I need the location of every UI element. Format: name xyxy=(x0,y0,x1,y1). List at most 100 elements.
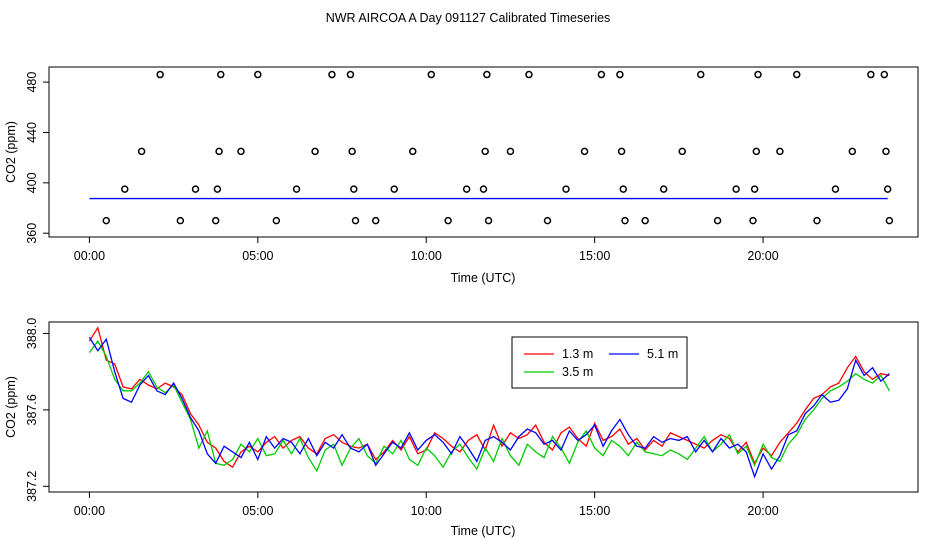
calibration-point xyxy=(619,185,628,193)
calibration-point xyxy=(678,147,686,156)
calibration-point xyxy=(137,147,146,156)
calibration-point xyxy=(885,216,894,225)
calibration-point xyxy=(732,185,740,193)
calibration-point xyxy=(882,147,890,156)
x-tick-label: 20:00 xyxy=(747,249,778,263)
y-tick-label: 387.6 xyxy=(25,394,39,425)
calibration-point xyxy=(444,216,452,225)
y-tick-label: 400 xyxy=(25,172,39,193)
timeseries-chart: 00:00 05:00 10:00 15:00 20:00 387.2 387.6 388.… xyxy=(4,318,919,538)
calibration-point xyxy=(292,185,301,193)
y-tick-label: 387.2 xyxy=(25,471,39,502)
legend-box xyxy=(511,336,688,389)
calibration-point xyxy=(121,185,129,193)
calibration-point xyxy=(750,185,759,193)
x-tick-label: 15:00 xyxy=(579,504,610,518)
y-tick-label: 480 xyxy=(25,72,39,93)
plot-frame xyxy=(48,66,919,238)
calibration-point xyxy=(462,185,471,193)
calibration-point xyxy=(616,70,624,79)
series-line xyxy=(88,339,890,473)
calibration-point xyxy=(867,70,875,79)
series-line xyxy=(88,326,890,469)
calibration-point xyxy=(311,147,319,156)
calibration-point xyxy=(409,147,417,156)
calibration-point xyxy=(597,70,606,79)
calibration-point xyxy=(580,147,589,156)
calibration-point xyxy=(211,216,220,225)
page-title: NWR AIRCOA A Day 091127 Calibrated Times… xyxy=(326,11,611,25)
calibration-point xyxy=(792,70,801,79)
calibration-point xyxy=(749,216,757,225)
calibration-point xyxy=(776,147,784,156)
y-axis: 360 400 440 480 xyxy=(25,72,50,244)
calibration-point xyxy=(102,216,111,225)
legend-label: 3.5 m xyxy=(562,365,593,379)
calibration-point xyxy=(484,216,493,225)
x-tick-label: 15:00 xyxy=(579,249,610,263)
calibration-point xyxy=(328,70,336,79)
data-marks xyxy=(89,70,894,225)
data-marks xyxy=(88,326,890,479)
x-axis: 00:00 05:00 10:00 15:00 20:00 xyxy=(74,236,779,263)
x-tick-label: 00:00 xyxy=(74,504,105,518)
x-axis-label: Time (UTC) xyxy=(451,271,516,285)
calibration-point xyxy=(272,216,281,225)
calibration-point xyxy=(351,216,360,225)
calibration-point xyxy=(213,185,222,193)
calibration-point xyxy=(483,70,491,79)
calibration-point xyxy=(390,185,398,193)
x-tick-label: 00:00 xyxy=(74,249,105,263)
y-tick-label: 440 xyxy=(25,122,39,143)
calibration-point xyxy=(217,70,225,79)
calibration-point xyxy=(697,70,705,79)
legend-label: 1.3 m xyxy=(562,347,593,361)
calibration-point xyxy=(156,70,164,79)
calibration-point xyxy=(350,185,358,193)
legend: 1.3 m 3.5 m 5.1 m xyxy=(511,336,688,389)
x-tick-label: 05:00 xyxy=(242,249,273,263)
x-axis-label: Time (UTC) xyxy=(451,524,516,538)
series-line xyxy=(88,336,890,479)
calibration-point xyxy=(617,147,626,156)
x-tick-label: 10:00 xyxy=(411,504,442,518)
y-tick-label: 388.0 xyxy=(25,318,39,349)
calibration-point xyxy=(348,147,356,156)
x-tick-label: 10:00 xyxy=(411,249,442,263)
calibration-point xyxy=(713,216,722,225)
calibration-point xyxy=(481,147,489,156)
calibration-point xyxy=(880,70,889,79)
calibration-point xyxy=(479,185,488,193)
calibration-point xyxy=(562,185,570,193)
x-tick-label: 05:00 xyxy=(242,504,273,518)
calibration-chart: 00:00 05:00 10:00 15:00 20:00 360 400 440 480 T… xyxy=(4,66,919,285)
calibration-point xyxy=(848,147,857,156)
calibration-point xyxy=(525,70,533,79)
calibration-point xyxy=(813,216,821,225)
calibration-point xyxy=(659,185,668,193)
calibration-point xyxy=(506,147,515,156)
calibration-point xyxy=(191,185,200,193)
calibration-point xyxy=(831,185,840,193)
y-tick-label: 360 xyxy=(25,223,39,244)
y-axis: 387.2 387.6 388.0 xyxy=(25,318,50,502)
calibration-point xyxy=(543,216,552,225)
x-tick-label: 20:00 xyxy=(747,504,778,518)
calibration-point xyxy=(346,70,355,79)
calibration-point xyxy=(237,147,245,156)
legend-label: 5.1 m xyxy=(647,347,678,361)
calibration-point xyxy=(215,147,223,156)
calibration-point xyxy=(621,216,629,225)
calibration-point xyxy=(641,216,649,225)
calibration-point xyxy=(254,70,262,79)
calibration-point xyxy=(752,147,761,156)
calibration-point xyxy=(371,216,380,225)
plot-frame xyxy=(48,321,919,493)
calibration-point xyxy=(754,70,762,79)
x-axis: 00:00 05:00 10:00 15:00 20:00 xyxy=(74,491,779,518)
y-axis-label: CO2 (ppm) xyxy=(4,376,18,438)
calibration-point xyxy=(883,185,892,193)
calibration-point xyxy=(176,216,185,225)
y-axis-label: CO2 (ppm) xyxy=(4,121,18,183)
